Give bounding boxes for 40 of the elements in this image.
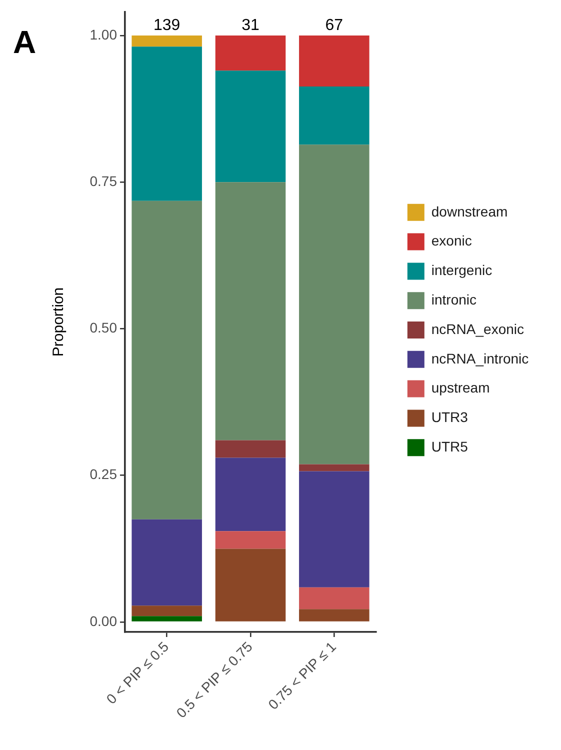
bar <box>132 200 202 520</box>
bar <box>132 35 202 47</box>
annotation: 31 <box>242 16 260 34</box>
bar <box>215 35 286 71</box>
legend-label: UTR5 <box>431 438 468 454</box>
bar <box>299 464 370 472</box>
bar <box>299 35 370 86</box>
y-axis-title: Proportion <box>50 287 68 357</box>
bar <box>132 519 202 606</box>
bar <box>215 531 286 549</box>
legend-label: ncRNA_exonic <box>431 320 524 337</box>
annotation: 67 <box>325 16 344 34</box>
y-tick-label: 0.75 <box>90 172 118 189</box>
legend-label: exonic <box>431 232 472 249</box>
legend-label: ncRNA_intronic <box>431 350 529 366</box>
bar <box>132 46 202 201</box>
bar <box>215 548 286 622</box>
y-tick-label: 1.00 <box>90 26 118 42</box>
bar <box>215 182 286 440</box>
bar <box>299 609 370 622</box>
legend-label: downstream <box>431 203 508 220</box>
legend-label: intergenic <box>431 262 492 278</box>
bar <box>299 144 370 464</box>
bar <box>215 70 286 182</box>
bar <box>132 606 202 616</box>
y-tick-label: 0.00 <box>90 612 118 629</box>
text: A <box>13 24 36 60</box>
bar <box>299 587 370 610</box>
bar <box>299 471 370 588</box>
legend-label: intronic <box>431 291 477 308</box>
y-tick-label: 0.25 <box>90 466 118 482</box>
bar <box>215 440 286 458</box>
annotation: 139 <box>153 16 180 34</box>
bar <box>132 616 202 622</box>
x-tick-label: 0 < PIP ≤ 0.5 <box>103 638 172 708</box>
y-tick-label: 0.50 <box>90 320 118 336</box>
legend-label: upstream <box>431 380 490 396</box>
legend-label: UTR3 <box>431 409 468 426</box>
bar <box>215 458 286 532</box>
bar <box>299 86 370 145</box>
